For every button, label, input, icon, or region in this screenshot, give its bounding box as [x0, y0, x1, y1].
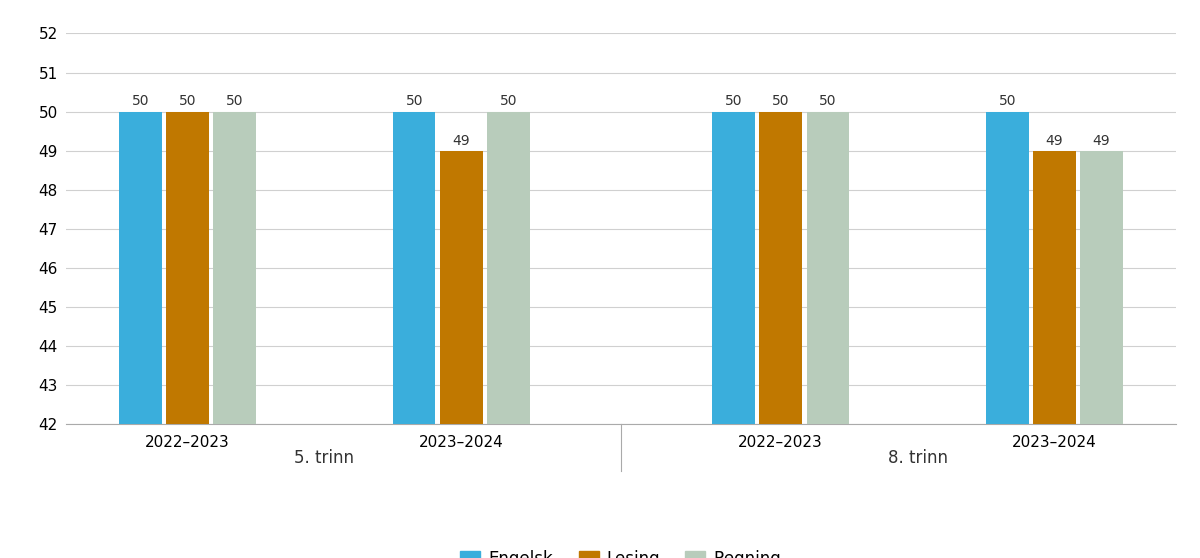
Bar	[713, 112, 755, 424]
Text: 50: 50	[998, 94, 1016, 108]
Bar	[167, 112, 209, 424]
Text: 49: 49	[1093, 133, 1110, 147]
Text: 50: 50	[725, 94, 743, 108]
Bar	[119, 112, 162, 424]
Text: 49: 49	[1045, 133, 1063, 147]
Bar	[986, 112, 1028, 424]
Bar	[806, 112, 850, 424]
Text: 50: 50	[132, 94, 149, 108]
Bar	[760, 112, 802, 424]
Bar	[214, 112, 256, 424]
Text: 50: 50	[406, 94, 422, 108]
Legend: Engelsk, Lesing, Regning: Engelsk, Lesing, Regning	[452, 542, 790, 558]
Text: 50: 50	[499, 94, 517, 108]
Text: 49: 49	[452, 133, 470, 147]
Text: 8. trinn: 8. trinn	[888, 450, 948, 468]
Text: 50: 50	[820, 94, 836, 108]
Text: 50: 50	[226, 94, 244, 108]
Text: 50: 50	[772, 94, 790, 108]
Text: 50: 50	[179, 94, 197, 108]
Bar	[487, 112, 529, 424]
Text: 5. trinn: 5. trinn	[294, 450, 354, 468]
Bar	[1033, 151, 1075, 424]
Bar	[392, 112, 436, 424]
Bar	[440, 151, 482, 424]
Bar	[1080, 151, 1123, 424]
